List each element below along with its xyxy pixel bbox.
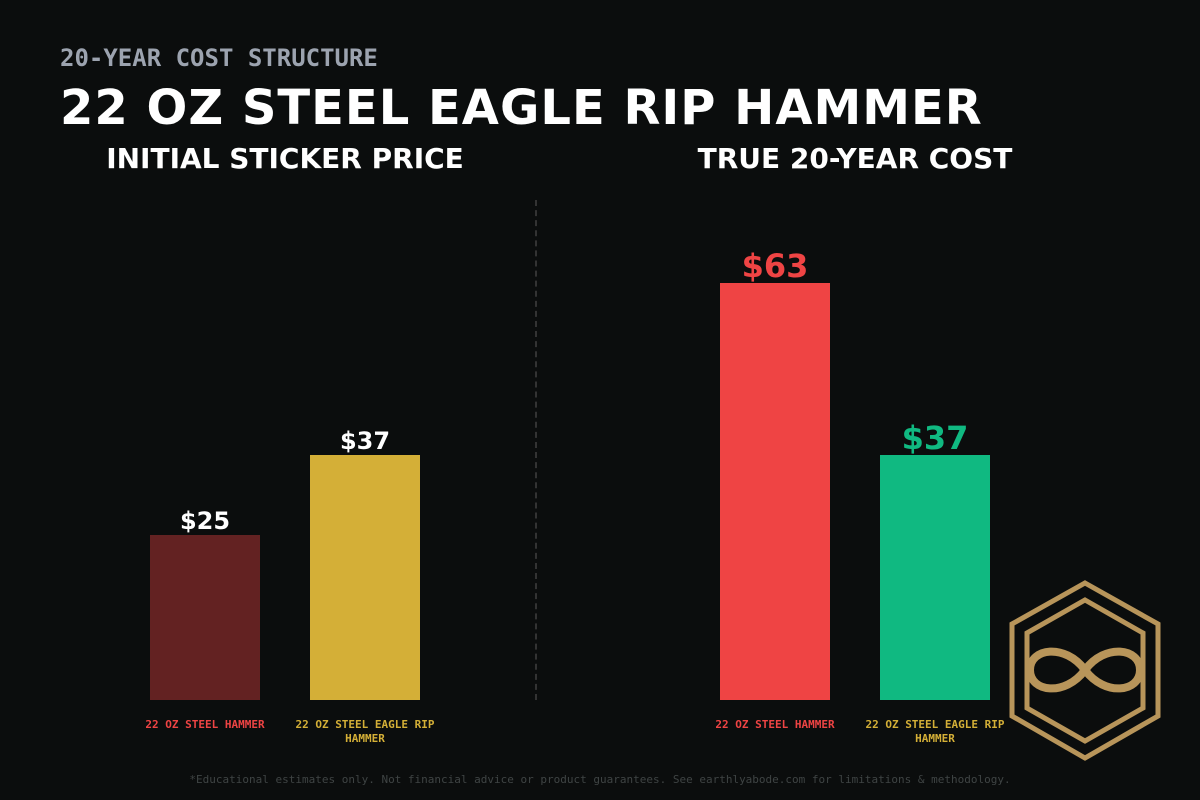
- bar: [880, 455, 990, 700]
- value-label: $37: [901, 419, 969, 458]
- footer: *Educational estimates only. Not financi…: [189, 773, 1011, 786]
- divider: [535, 200, 537, 700]
- value-label: $25: [179, 506, 231, 535]
- page-title: 22 OZ STEEL EAGLE RIP HAMMER: [60, 80, 983, 136]
- value-label: $63: [741, 247, 809, 285]
- chart-title: TRUE 20-YEAR COST: [697, 142, 1013, 175]
- chart-title: INITIAL STICKER PRICE: [106, 142, 464, 175]
- category-label: 22 OZ STEEL EAGLE RIP HAMMER: [865, 718, 1005, 745]
- value-label: $37: [339, 427, 391, 456]
- logo: [1009, 580, 1161, 761]
- bar: [150, 534, 260, 700]
- category-label: 22 OZ STEEL HAMMER: [145, 718, 265, 731]
- kicker: 20-YEAR COST STRUCTURE: [60, 44, 378, 72]
- bar: [720, 283, 830, 700]
- category-label: 22 OZ STEEL EAGLE RIP HAMMER: [295, 718, 435, 745]
- category-label: 22 OZ STEEL HAMMER: [715, 718, 835, 731]
- bar: [310, 455, 420, 700]
